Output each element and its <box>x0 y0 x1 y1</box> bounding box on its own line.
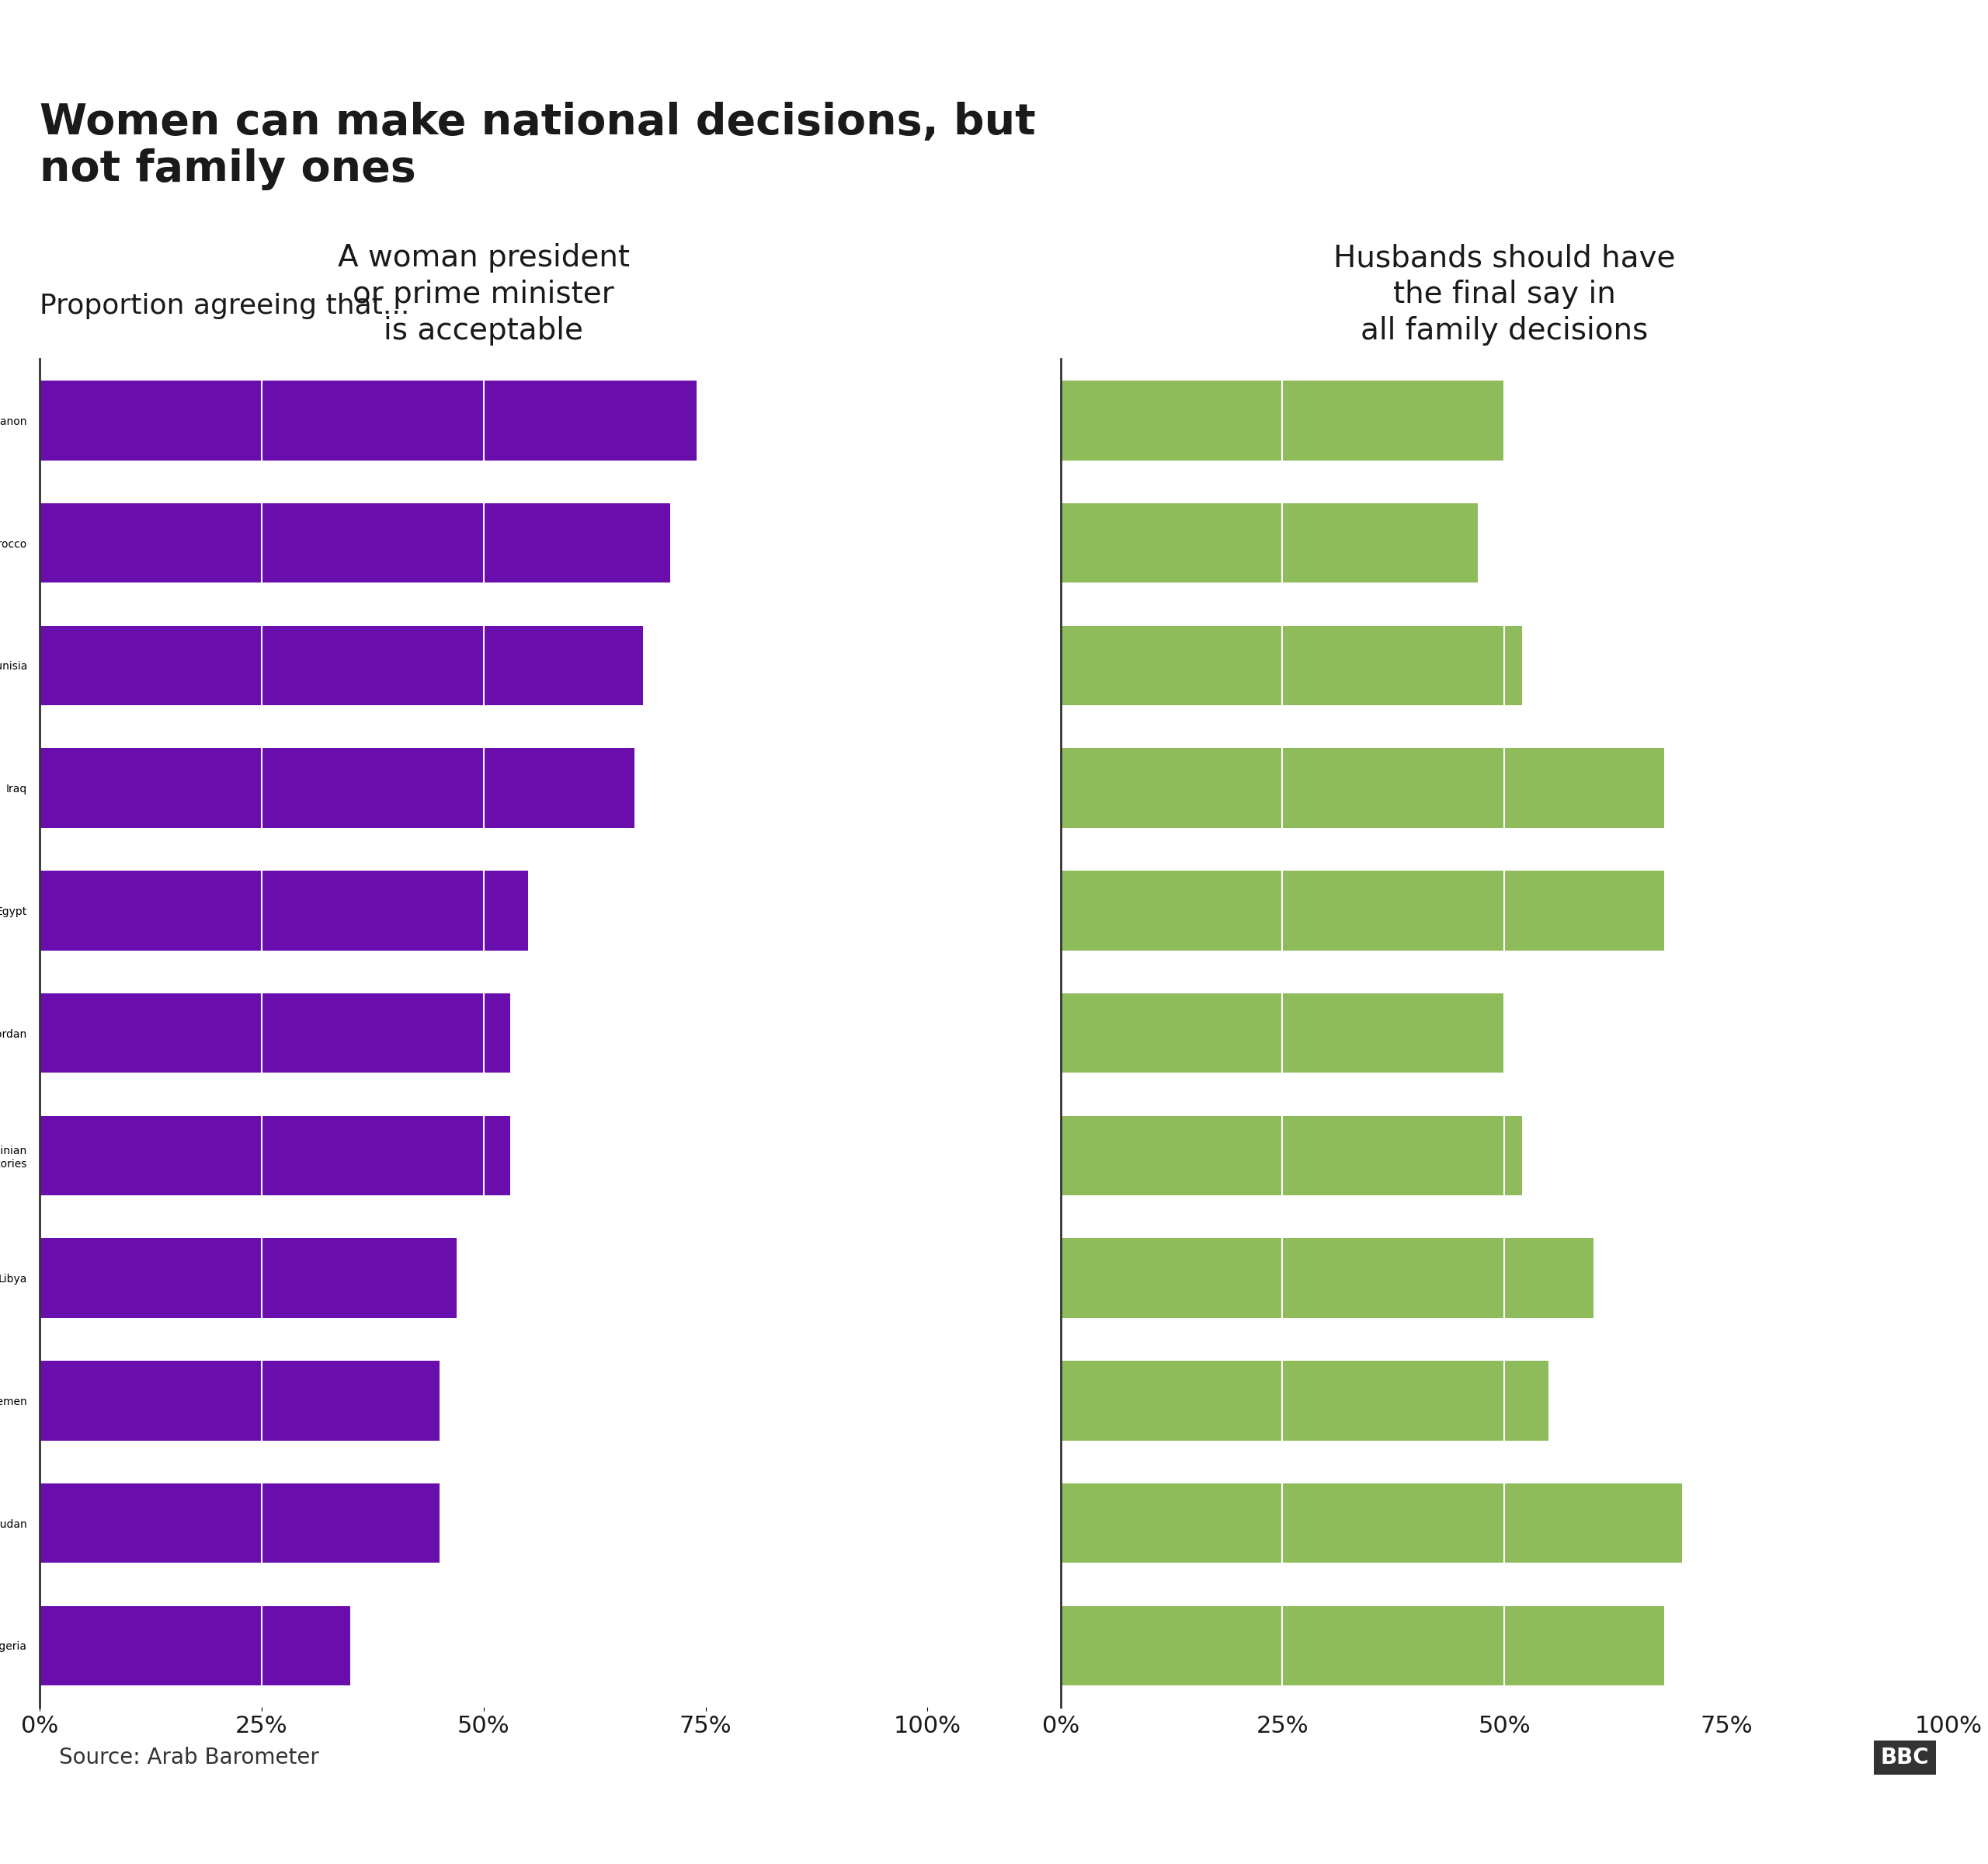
Bar <box>40 1361 439 1441</box>
Title: A woman president
or prime minister
is acceptable: A woman president or prime minister is a… <box>338 244 630 347</box>
Title: Husbands should have
the final say in
all family decisions: Husbands should have the final say in al… <box>1334 244 1676 347</box>
Bar <box>1060 1238 1592 1318</box>
Bar <box>1060 870 1664 951</box>
Bar <box>40 1607 350 1685</box>
Bar <box>40 747 634 828</box>
Text: BBC: BBC <box>1881 1747 1928 1769</box>
Bar <box>1060 1117 1523 1195</box>
Text: Source: Arab Barometer: Source: Arab Barometer <box>60 1747 318 1769</box>
Bar <box>1060 380 1505 460</box>
Text: Proportion agreeing that...: Proportion agreeing that... <box>40 293 410 319</box>
Bar <box>40 1238 457 1318</box>
Bar <box>40 380 696 460</box>
Bar <box>1060 747 1664 828</box>
Bar <box>1060 1607 1664 1685</box>
Bar <box>40 626 644 705</box>
Text: Women can make national decisions, but
not family ones: Women can make national decisions, but n… <box>40 101 1036 190</box>
Bar <box>1060 994 1505 1074</box>
Bar <box>1060 1484 1682 1564</box>
Bar <box>40 1117 511 1195</box>
Bar <box>1060 503 1477 583</box>
Bar <box>1060 626 1523 705</box>
Bar <box>40 503 670 583</box>
Bar <box>40 870 529 951</box>
Bar <box>40 994 511 1074</box>
Bar <box>40 1484 439 1564</box>
Bar <box>1060 1361 1549 1441</box>
